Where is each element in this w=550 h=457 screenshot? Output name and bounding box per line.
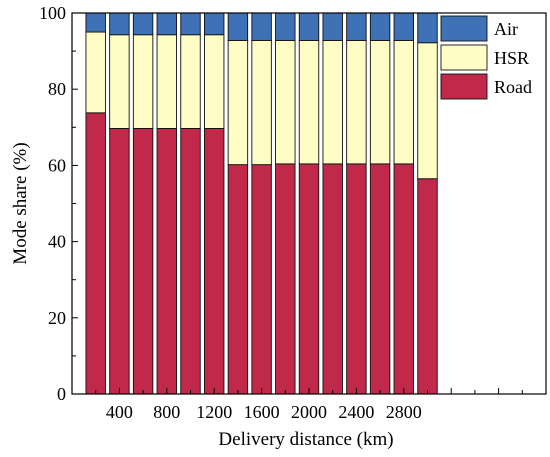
legend-swatch-air [440, 15, 488, 42]
bar-air-800 [156, 12, 178, 36]
bar-air-3000 [417, 12, 438, 44]
bar-air-2000 [298, 12, 320, 41]
bar-hsr-2600 [369, 39, 391, 165]
bar-hsr-400 [109, 34, 130, 129]
bar-road-3000 [417, 178, 438, 395]
bar-air-2800 [393, 12, 414, 41]
bar-road-1600 [251, 164, 272, 395]
x-tick-label: 400 [106, 402, 133, 422]
x-axis: 400 800 1200 1600 2000 2400 2800 [71, 388, 547, 422]
bar-hsr-1400 [227, 39, 249, 166]
y-tick-label: 0 [57, 384, 66, 404]
bar-road-2400 [346, 163, 367, 395]
bar-road-1000 [180, 127, 201, 395]
bar-road-200 [85, 112, 106, 395]
bar-hsr-1200 [203, 34, 225, 129]
bar-road-400 [109, 127, 130, 395]
bar-air-1600 [251, 12, 272, 41]
bar-hsr-2400 [346, 39, 367, 165]
bar-hsr-1800 [275, 39, 296, 165]
bar-hsr-200 [85, 31, 106, 114]
legend-swatch-road [440, 73, 488, 100]
bar-air-1000 [180, 12, 201, 36]
x-tick-label: 800 [153, 402, 180, 422]
bar-air-1200 [203, 12, 225, 36]
bar-hsr-2800 [393, 39, 414, 165]
bar-road-1800 [275, 163, 296, 395]
bar-hsr-2000 [298, 39, 320, 165]
bar-air-2400 [346, 12, 367, 41]
y-tick-label: 20 [48, 308, 66, 328]
x-tick-label: 2800 [386, 402, 422, 422]
bar-air-2200 [322, 12, 343, 41]
bar-hsr-600 [132, 34, 154, 129]
bar-hsr-800 [156, 34, 178, 129]
bar-road-1400 [227, 164, 249, 395]
y-axis: 0 20 40 60 80 100 [39, 3, 78, 404]
bar-road-800 [156, 127, 178, 395]
legend-swatch-hsr [440, 44, 488, 71]
bar-air-2600 [369, 12, 391, 41]
y-tick-label: 80 [48, 79, 66, 99]
y-tick-label: 60 [48, 155, 66, 175]
bar-road-600 [132, 127, 154, 395]
x-axis-title: Delivery distance (km) [218, 429, 393, 450]
legend-label-air: Air [494, 19, 518, 39]
bar-hsr-1000 [180, 34, 201, 129]
x-tick-label: 2000 [291, 402, 327, 422]
bar-hsr-1600 [251, 39, 272, 166]
bar-air-1400 [227, 12, 249, 41]
bar-hsr-2200 [322, 39, 343, 165]
legend-label-road: Road [494, 77, 532, 97]
x-tick-label: 1200 [196, 402, 232, 422]
legend: Air HSR Road [440, 15, 532, 100]
x-tick-label: 1600 [244, 402, 280, 422]
legend-label-hsr: HSR [494, 48, 529, 68]
bar-air-200 [85, 12, 106, 33]
bar-road-2600 [369, 163, 391, 395]
bar-road-1200 [203, 127, 225, 395]
bar-road-2000 [298, 163, 320, 395]
bar-air-1800 [275, 12, 296, 41]
y-tick-label: 40 [48, 232, 66, 252]
bar-air-400 [109, 12, 130, 36]
x-tick-label: 2400 [338, 402, 374, 422]
y-axis-title: Mode share (%) [10, 142, 31, 264]
bar-hsr-3000 [417, 42, 438, 180]
y-tick-label: 100 [39, 3, 66, 23]
bar-air-600 [132, 12, 154, 36]
bar-road-2800 [393, 163, 414, 395]
bar-road-2200 [322, 163, 343, 395]
bars-layer [85, 12, 438, 395]
